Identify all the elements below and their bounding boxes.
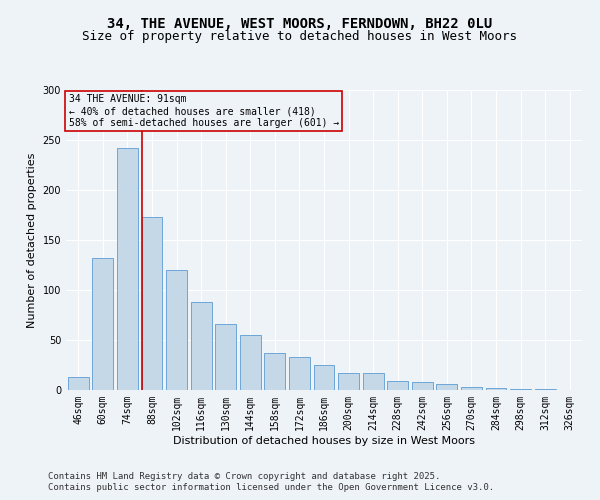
Bar — [535, 389, 556, 390]
Bar — [240, 335, 261, 390]
Text: 34, THE AVENUE, WEST MOORS, FERNDOWN, BH22 0LU: 34, THE AVENUE, WEST MOORS, FERNDOWN, BH… — [107, 18, 493, 32]
Bar — [142, 217, 163, 390]
Bar — [92, 258, 113, 390]
Bar — [215, 324, 236, 390]
Bar — [436, 384, 457, 390]
Bar — [314, 365, 334, 390]
Bar — [387, 381, 408, 390]
Bar — [68, 377, 89, 390]
Bar — [191, 302, 212, 390]
Text: Contains public sector information licensed under the Open Government Licence v3: Contains public sector information licen… — [48, 484, 494, 492]
Bar — [289, 357, 310, 390]
Bar — [412, 382, 433, 390]
Bar — [265, 353, 286, 390]
Text: Size of property relative to detached houses in West Moors: Size of property relative to detached ho… — [83, 30, 517, 43]
Text: 34 THE AVENUE: 91sqm
← 40% of detached houses are smaller (418)
58% of semi-deta: 34 THE AVENUE: 91sqm ← 40% of detached h… — [68, 94, 339, 128]
Text: Contains HM Land Registry data © Crown copyright and database right 2025.: Contains HM Land Registry data © Crown c… — [48, 472, 440, 481]
X-axis label: Distribution of detached houses by size in West Moors: Distribution of detached houses by size … — [173, 436, 475, 446]
Bar — [117, 148, 138, 390]
Bar — [461, 387, 482, 390]
Bar — [166, 270, 187, 390]
Bar — [362, 373, 383, 390]
Bar — [510, 389, 531, 390]
Bar — [485, 388, 506, 390]
Y-axis label: Number of detached properties: Number of detached properties — [27, 152, 37, 328]
Bar — [338, 373, 359, 390]
